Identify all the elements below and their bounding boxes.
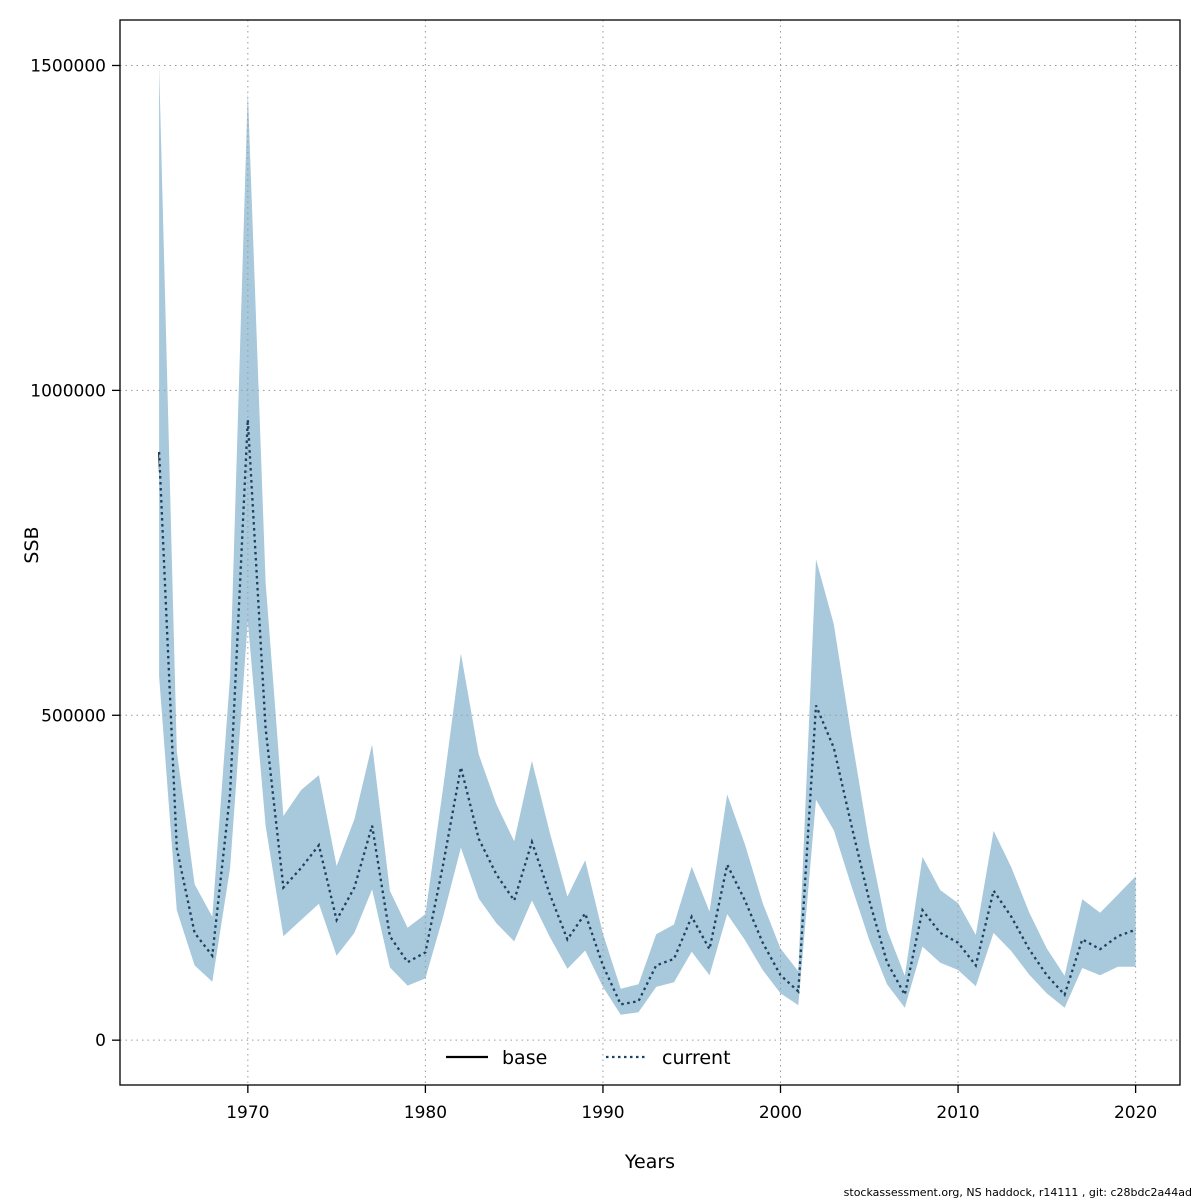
plot-border bbox=[119, 19, 1181, 1086]
x-tick-label: 2010 bbox=[936, 1103, 979, 1123]
y-tick-label: 0 bbox=[95, 1031, 106, 1051]
legend-base-label: base bbox=[502, 1047, 547, 1069]
legend: base current bbox=[446, 1047, 731, 1069]
current-series-line bbox=[157, 419, 1136, 1006]
y-tick-label: 500000 bbox=[41, 706, 106, 726]
x-tick-label: 1970 bbox=[226, 1103, 269, 1123]
confidence-band bbox=[159, 65, 1136, 1015]
x-tick-label: 2000 bbox=[759, 1103, 802, 1123]
x-tick-label: 1990 bbox=[581, 1103, 624, 1123]
y-tick-label: 1500000 bbox=[30, 56, 106, 76]
legend-current-label: current bbox=[662, 1047, 731, 1069]
x-tick-label: 1980 bbox=[404, 1103, 447, 1123]
x-axis-label: Years bbox=[624, 1151, 675, 1173]
y-axis-label: SSB bbox=[21, 526, 43, 563]
grid-lines bbox=[120, 20, 1180, 1085]
axis-ticks: 1970 1980 1990 2000 2010 2020 0 500000 1000000 15… bbox=[30, 56, 1157, 1123]
x-tick-label: 2020 bbox=[1114, 1103, 1157, 1123]
footer-attribution: stockassessment.org, NS haddock, r14111 … bbox=[844, 1186, 1192, 1199]
y-tick-label: 1000000 bbox=[30, 381, 106, 401]
